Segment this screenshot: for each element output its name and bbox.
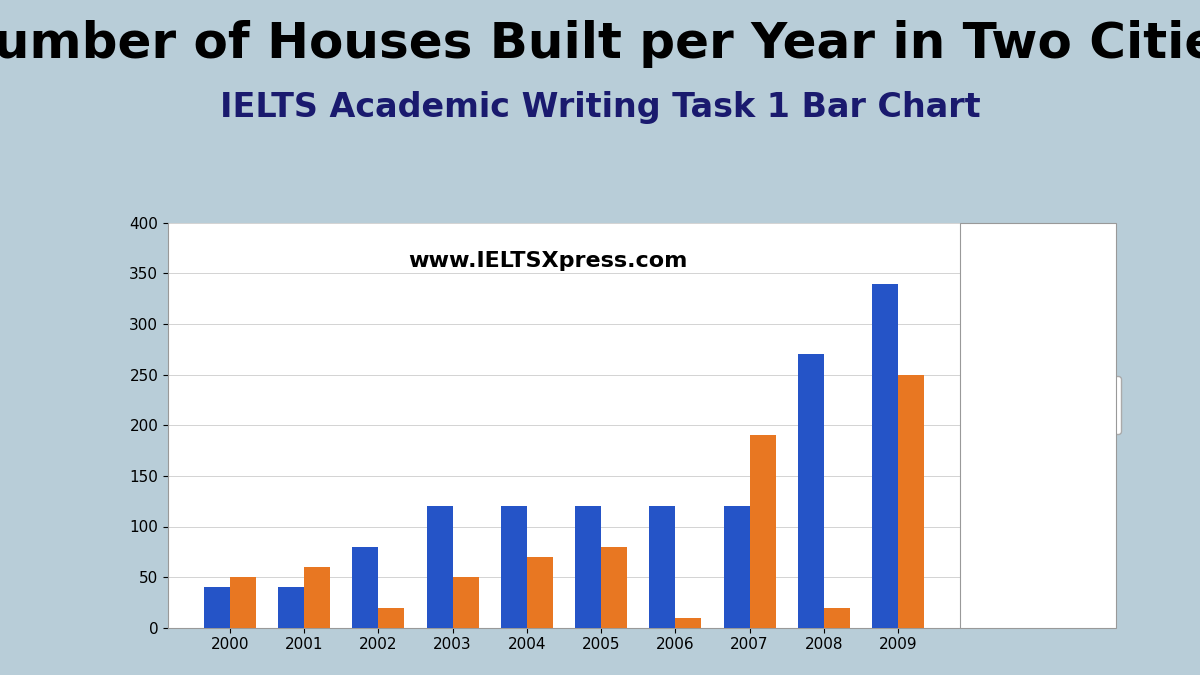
Bar: [378, 608, 404, 628]
Bar: [204, 587, 230, 628]
Bar: [500, 506, 527, 628]
Bar: [575, 506, 601, 628]
Legend: Derby, Nottingham: Derby, Nottingham: [984, 377, 1121, 433]
Bar: [278, 587, 305, 628]
Text: www.IELTSXpress.com: www.IELTSXpress.com: [408, 251, 688, 271]
Bar: [823, 608, 850, 628]
Bar: [452, 577, 479, 628]
Bar: [230, 577, 256, 628]
Bar: [353, 547, 378, 628]
Bar: [305, 567, 330, 628]
Bar: [676, 618, 701, 628]
Bar: [798, 354, 823, 628]
Text: IELTS Academic Writing Task 1 Bar Chart: IELTS Academic Writing Task 1 Bar Chart: [220, 91, 980, 124]
Bar: [898, 375, 924, 628]
Bar: [601, 547, 628, 628]
Bar: [872, 284, 898, 628]
Bar: [649, 506, 676, 628]
Bar: [724, 506, 750, 628]
Bar: [527, 557, 553, 628]
Bar: [750, 435, 775, 628]
Bar: [427, 506, 452, 628]
Text: Number of Houses Built per Year in Two Cities: Number of Houses Built per Year in Two C…: [0, 20, 1200, 68]
